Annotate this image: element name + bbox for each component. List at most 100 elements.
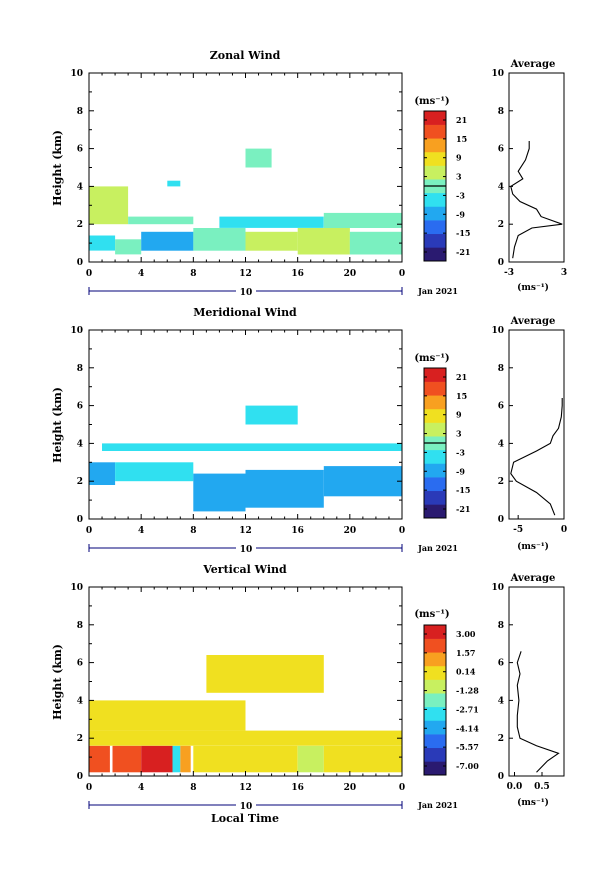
colorbar-unit: (ms⁻¹): [414, 96, 449, 107]
x-tick-label: 12: [239, 783, 252, 793]
panel-title: Vertical Wind: [202, 563, 287, 576]
avg-y-tick-label: 0: [498, 258, 504, 268]
x-tick-label: 20: [344, 783, 357, 793]
avg-x-label: (ms⁻¹): [517, 282, 549, 293]
month-label: Jan 2021: [417, 800, 458, 810]
colorbar-segment: [424, 490, 446, 505]
y-ticks: 0 2 4 6 8 10: [70, 583, 402, 782]
heatmap-cell: [167, 180, 181, 187]
colorbar-tick-label: 9: [456, 153, 462, 163]
heatmap-cell: [115, 239, 142, 255]
heatmap-cell: [245, 231, 298, 251]
colorbar-tick-label: -9: [456, 466, 465, 476]
x-tick-label: 12: [239, 526, 252, 536]
x-tick-label: 8: [190, 783, 196, 793]
panel-meridional: Meridional Wind Height (km) 0 2 4 6 8 10 0 4 8 1…: [51, 306, 567, 555]
x-ticks: 0 4 8 12 16 20 0: [86, 73, 405, 279]
panel-title: Meridional Wind: [193, 306, 297, 319]
heatmap-cell: [89, 235, 116, 251]
colorbar-segment: [424, 693, 446, 708]
heatmap-cell: [323, 745, 403, 773]
avg-y-tick-label: 2: [498, 477, 504, 487]
y-tick-label: 6: [77, 402, 83, 412]
colorbar-segment: [424, 665, 446, 680]
avg-frame: [508, 72, 565, 263]
heatmap-cell: [128, 216, 194, 225]
average-profile: 0 2 4 6 8 10 -5 0: [491, 326, 567, 535]
avg-x-label: (ms⁻¹): [517, 541, 549, 552]
heatmap-cell: [172, 745, 181, 773]
y-tick-label: 4: [77, 696, 83, 706]
colorbar-tick-label: -21: [456, 247, 470, 257]
date-bar: 10: [88, 800, 403, 812]
colorbar-segment: [424, 165, 446, 180]
average-profile: 0 2 4 6 8 10 -3 3: [491, 69, 567, 278]
x-ticks: 0 4 8 12 16 20 0: [86, 330, 405, 536]
x-tick-label: 8: [190, 269, 196, 279]
heatmap-cell: [193, 228, 246, 251]
y-tick-label: 2: [77, 734, 83, 744]
x-tick-label: 16: [291, 783, 304, 793]
y-tick-label: 8: [77, 107, 83, 117]
x-tick-label: 12: [239, 269, 252, 279]
y-tick-label: 8: [77, 621, 83, 631]
colorbar-segment: [424, 734, 446, 749]
colorbar-unit: (ms⁻¹): [414, 353, 449, 364]
colorbar: 3.00 1.57 0.14 -1.28 -2.71 -4.14 -5.57 -7.00: [423, 624, 479, 776]
colorbar-segment: [424, 124, 446, 139]
colorbar-segment: [424, 477, 446, 492]
colorbar-segment: [424, 679, 446, 694]
colorbar-segment: [424, 449, 446, 464]
heatmap-cell: [245, 148, 272, 168]
x-tick-label: 0: [399, 269, 405, 279]
y-tick-label: 2: [77, 220, 83, 230]
avg-title: Average: [510, 316, 556, 327]
colorbar-segment: [424, 408, 446, 423]
heatmap-cell: [297, 228, 350, 255]
x-tick-label: 4: [138, 783, 144, 793]
heatmap-cell: [193, 473, 246, 512]
avg-y-tick-label: 0: [498, 515, 504, 525]
avg-profile-line: [510, 398, 563, 516]
colorbar-segment: [424, 138, 446, 153]
avg-y-tick-label: 6: [498, 145, 504, 155]
avg-y-tick-label: 4: [498, 439, 504, 449]
colorbar-segment: [424, 206, 446, 221]
colorbar-tick-label: 15: [456, 391, 467, 401]
x-axis-label: Local Time: [211, 812, 279, 825]
avg-title: Average: [510, 573, 556, 584]
avg-y-tick-label: 2: [498, 734, 504, 744]
avg-x-tick-label: -5: [513, 525, 523, 535]
colorbar-segment: [424, 233, 446, 248]
heatmap-cell: [323, 212, 403, 228]
x-ticks: 0 4 8 12 16 20 0: [86, 587, 405, 793]
y-tick-label: 10: [70, 326, 83, 336]
heatmap-cell: [349, 231, 402, 255]
x-tick-label: 20: [344, 526, 357, 536]
colorbar-tick-label: 21: [456, 372, 467, 382]
avg-y-tick-label: 8: [498, 107, 504, 117]
colorbar-tick-label: 9: [456, 410, 462, 420]
colorbar-segment: [424, 111, 446, 125]
date-label: 10: [240, 802, 253, 812]
y-tick-label: 6: [77, 659, 83, 669]
y-tick-label: 0: [77, 515, 83, 525]
y-tick-label: 8: [77, 364, 83, 374]
colorbar-segment: [424, 247, 446, 262]
avg-y-tick-label: 0: [498, 772, 504, 782]
colorbar-tick-label: 0.14: [456, 667, 476, 677]
avg-y-tick-label: 6: [498, 659, 504, 669]
avg-x-label: (ms⁻¹): [517, 797, 549, 808]
colorbar-frame: [423, 624, 447, 776]
avg-y-tick-label: 6: [498, 402, 504, 412]
colorbar-tick-label: 3: [456, 172, 462, 182]
heatmap-cell: [89, 745, 110, 773]
avg-x-tick-label: 0: [561, 525, 567, 535]
y-axis-label: Height (km): [51, 387, 64, 463]
avg-y-tick-label: 8: [498, 621, 504, 631]
avg-frame: [508, 329, 565, 520]
colorbar-tick-label: -2.71: [456, 704, 479, 714]
colorbar-segment: [424, 720, 446, 735]
avg-profile-line: [516, 651, 560, 773]
